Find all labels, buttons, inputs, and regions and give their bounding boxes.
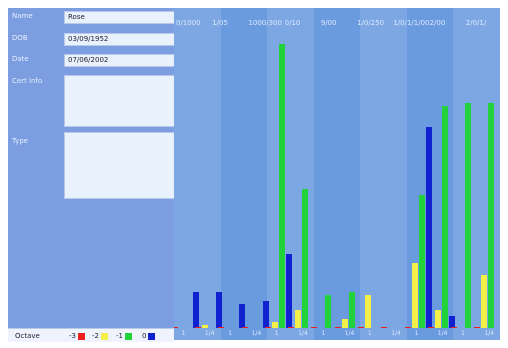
chart-x-label: 1: [321, 330, 326, 337]
chart-bar: [239, 304, 246, 328]
legend-title: Octave: [15, 332, 40, 340]
chart-header-label: 1/0/250: [357, 19, 385, 27]
chart-bar: [441, 106, 448, 328]
type-label: Type: [12, 137, 29, 145]
chart-bar: [174, 326, 178, 328]
chart-bar: [194, 326, 201, 328]
chart-bar: [488, 103, 495, 328]
chart-bar: [474, 326, 481, 328]
chart-bar: [218, 326, 225, 328]
chart-bar: [434, 310, 441, 328]
chart-bar: [451, 326, 458, 328]
chart-bar: [465, 103, 472, 328]
chart-bar: [325, 295, 332, 328]
chart-band: [174, 8, 221, 340]
name-label: Name: [12, 12, 33, 20]
chart-x-label: 1/4: [298, 330, 308, 337]
chart-x-label: 1: [228, 330, 233, 337]
chart-bar: [341, 319, 348, 328]
legend-swatch-red: [77, 332, 85, 340]
chart-bar: [295, 310, 302, 328]
chart-bar: [334, 326, 341, 328]
date-label: Date: [12, 55, 29, 63]
type-field[interactable]: [64, 132, 176, 199]
date-field[interactable]: 07/06/2002: [64, 54, 176, 67]
chart-x-label: 1/4: [437, 330, 448, 337]
chart-header-label: 1/0/1/1/00: [393, 19, 430, 27]
chart-bar: [215, 292, 222, 328]
chart-bar: [357, 326, 364, 328]
cert-info-label: Cert info: [12, 77, 43, 85]
chart-x-label: 1/4: [251, 330, 262, 337]
chart-bar: [364, 295, 371, 328]
chart-bar: [311, 326, 318, 328]
dob-field[interactable]: 03/09/1952: [64, 33, 176, 46]
cert-info-field[interactable]: [64, 75, 176, 127]
chart-bar: [241, 326, 248, 328]
chart-header-label: 0/1000: [176, 19, 201, 27]
info-panel: Name Rose DOB 03/09/1952 Date 07/06/2002…: [8, 8, 176, 340]
chart-bar: [302, 188, 309, 328]
chart-bar: [262, 301, 269, 328]
chart-bar: [348, 292, 355, 328]
chart-bar: [288, 326, 295, 328]
chart-bar: [427, 326, 434, 328]
chart-bar: [425, 126, 432, 328]
chart-header-label: 9/00: [320, 19, 337, 27]
chart-header-label: 2/00: [429, 19, 446, 27]
chart-bar: [201, 325, 208, 328]
chart-bar: [448, 316, 455, 328]
chart-header-label: 2/0/1/: [465, 19, 487, 27]
chart-header-label: 1000/300: [248, 19, 282, 27]
chart-header-label: 1/05: [212, 19, 228, 27]
legend-item: -1: [116, 332, 132, 340]
legend-item: -3: [69, 332, 85, 340]
legend-swatch-blue: [148, 332, 156, 340]
chart-x-label: 1: [274, 330, 279, 337]
chart-bar: [381, 326, 388, 328]
chart-bar: [481, 274, 488, 328]
chart-x-label: 1/4: [484, 330, 494, 337]
chart-x-label: 1: [181, 330, 186, 337]
octave-chart: 0/1000 1/05 1000/300 0/10 9/00 1/0/250 1/0/1/1…: [174, 8, 500, 340]
chart-header-label: 0/10: [284, 19, 301, 27]
chart-x-label: 1: [461, 330, 465, 337]
dob-label: DOB: [12, 34, 28, 42]
legend-item: 0: [142, 332, 156, 340]
chart-bar: [285, 254, 292, 328]
chart-band: [313, 8, 361, 340]
chart-x-label: 1/4: [204, 330, 215, 337]
chart-x-label: 1/4: [391, 330, 401, 337]
chart-bar: [278, 43, 285, 328]
chart-bar: [418, 194, 425, 328]
chart-bar: [192, 292, 199, 328]
chart-band: [220, 8, 268, 340]
chart-bar: [264, 326, 271, 328]
chart-x-label: 1/4: [344, 330, 355, 337]
legend-item-label: -2: [92, 332, 99, 340]
legend-item-label: -1: [116, 332, 123, 340]
chart-x-label: 1: [414, 330, 419, 337]
chart-x-label: 1: [367, 330, 372, 337]
legend-item: -2: [92, 332, 108, 340]
legend-swatch-green: [124, 332, 132, 340]
legend-item-label: -3: [69, 332, 76, 340]
chart-bar: [404, 326, 411, 328]
legend-swatch-yellow: [100, 332, 108, 340]
octave-legend: Octave -3 -2 -1 0: [8, 328, 174, 342]
chart-bar: [271, 322, 278, 328]
name-field[interactable]: Rose: [64, 11, 176, 24]
chart-bar: [411, 262, 418, 328]
chart-band: [360, 8, 407, 340]
legend-item-label: 0: [142, 332, 147, 340]
